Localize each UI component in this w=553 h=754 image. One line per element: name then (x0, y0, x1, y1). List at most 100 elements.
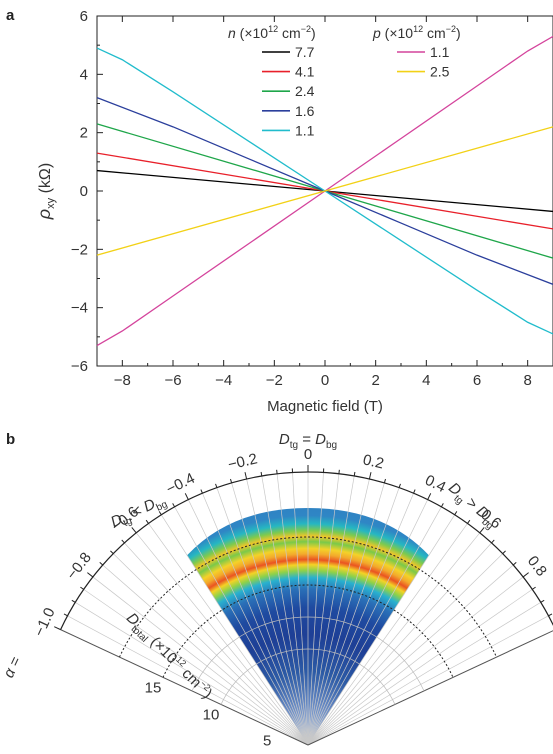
y-axis-label: ρxy (kΩ) (34, 163, 57, 220)
legend-header-n: n (×1012 cm−2) (228, 24, 316, 41)
angle-tick-label: −0.4 (164, 470, 198, 498)
legend-label: 2.4 (295, 83, 315, 99)
radial-gridline (261, 475, 309, 746)
angle-minor-tick (110, 550, 114, 555)
legend-label: 1.6 (295, 103, 315, 119)
radial-gridline (246, 478, 309, 746)
radial-gridline (292, 472, 309, 746)
angle-tick (368, 472, 372, 480)
x-tick-label: −4 (215, 372, 232, 389)
radial-gridline (124, 542, 309, 746)
angle-minor-tick (502, 550, 506, 555)
fan-edge (60, 629, 309, 746)
radial-arc (220, 648, 396, 705)
y-tick-label: −6 (71, 358, 88, 375)
angle-minor-tick (260, 471, 263, 477)
angle-tick-label: 0.8 (524, 553, 550, 580)
legend-label: 4.1 (295, 64, 315, 80)
angle-minor-tick (398, 483, 401, 488)
legend-label: 7.7 (295, 44, 315, 60)
legend-label: 2.5 (430, 64, 450, 80)
radial-gridline (307, 487, 400, 746)
radial-gridline (276, 473, 309, 746)
radial-gridline (307, 532, 481, 746)
legend-header-p: p (×1012 cm−2) (372, 24, 461, 41)
radial-gridline (83, 589, 309, 746)
radial-gridline (307, 506, 442, 746)
angle-minor-tick (440, 503, 444, 508)
radial-arc (191, 616, 425, 692)
radial-gridline (307, 564, 514, 746)
angle-tick (54, 626, 61, 631)
x-tick-label: −2 (266, 372, 283, 389)
x-tick-label: 0 (321, 372, 329, 389)
angle-tick-label: −0.2 (226, 450, 259, 473)
x-tick-label: 8 (523, 372, 531, 389)
angle-minor-tick (145, 519, 149, 524)
angle-minor-tick (99, 561, 104, 566)
radial-gridline (307, 602, 541, 746)
angle-minor-tick (454, 511, 458, 516)
radial-gridline (231, 482, 309, 746)
angle-tick (479, 527, 485, 534)
radial-gridline (135, 532, 309, 746)
x-tick-label: 4 (422, 372, 430, 389)
angle-tick (427, 493, 432, 500)
angle-minor-tick (383, 478, 386, 484)
dotted-arc (162, 584, 454, 678)
angle-minor-tick (200, 489, 203, 494)
angle-tick-label: 0.2 (361, 451, 385, 472)
polar-heatmap: −1.0−0.8−0.6−0.4−0.200.20.40.60.81.0α = … (0, 431, 553, 750)
y-tick-label: −2 (71, 241, 88, 258)
radial-gridline (307, 553, 503, 746)
tg-less-bg-label: Dtg < Dbg (108, 491, 169, 534)
angle-minor-tick (353, 471, 356, 477)
radial-gridline (216, 487, 309, 746)
radial-tick-label: 10 (203, 706, 220, 723)
outer-arc (60, 471, 553, 630)
radial-gridline (307, 514, 455, 746)
angle-minor-tick (71, 599, 76, 603)
radial-gridline (307, 475, 355, 746)
radial-gridline (188, 499, 309, 746)
radial-gridline (307, 615, 549, 746)
angle-minor-tick (172, 503, 176, 508)
y-tick-label: 6 (80, 8, 88, 25)
series-line-p-2-5 (96, 126, 553, 256)
y-tick-label: −4 (71, 300, 88, 317)
x-tick-label: −6 (164, 372, 181, 389)
y-tick-label: 4 (80, 66, 88, 83)
angle-minor-tick (215, 483, 218, 488)
tg-greater-bg-label: Dtg > Dbg (443, 479, 500, 532)
x-tick-label: 2 (371, 372, 379, 389)
angle-tick (244, 472, 248, 480)
angle-minor-tick (121, 539, 125, 544)
radial-gridline (307, 478, 370, 746)
radial-gridline (307, 589, 533, 746)
angle-minor-tick (63, 613, 68, 617)
y-tick-label: 2 (80, 125, 88, 142)
radial-gridline (148, 523, 309, 746)
angle-minor-tick (512, 561, 517, 566)
radial-gridline (161, 514, 309, 746)
legend-label: 1.1 (430, 44, 450, 60)
dotted-arc (119, 536, 497, 658)
angle-minor-tick (491, 539, 495, 544)
angle-minor-tick (413, 489, 416, 494)
radial-axis-label: Dtotal (×1012 cm−2) (121, 609, 216, 704)
angle-tick (131, 527, 137, 534)
radial-gridline (102, 564, 309, 746)
angle-minor-tick (230, 478, 233, 484)
angle-tick-label: 0.4 (422, 472, 448, 496)
radial-gridline (307, 472, 324, 746)
angle-minor-tick (158, 511, 162, 516)
radial-gridline (92, 576, 309, 746)
angle-tick (184, 493, 189, 500)
radial-tick-label: 5 (263, 733, 271, 750)
radial-gridline (307, 493, 414, 746)
radial-gridline (202, 493, 309, 746)
equal-displacement-label: Dtg = Dbg (279, 431, 337, 451)
angle-minor-tick (467, 519, 471, 524)
line-chart: −8 −6 −4 −2 0 2 4 6 8 −6 −4 −2 0 2 4 6 Magnetic field (T… (34, 8, 553, 415)
